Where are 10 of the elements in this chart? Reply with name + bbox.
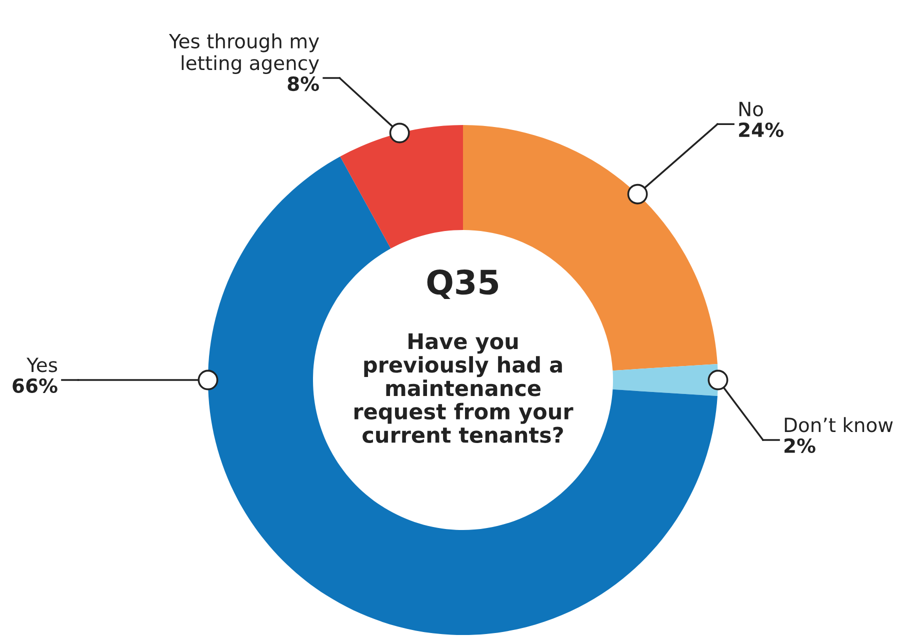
slice-label: Don’t know [784, 417, 893, 432]
slice-label: Yes through my letting agency [168, 33, 320, 74]
data-label: 8% [288, 76, 319, 92]
data-label: 66% [12, 378, 58, 394]
data-label: 2% [784, 438, 816, 454]
slice-label: Yes [26, 358, 58, 372]
data-label: 24% [739, 122, 784, 138]
slice-label: No [739, 102, 763, 116]
text: Q35 [427, 269, 498, 300]
text: Have you previously had a maintenance request from your current tenants? [354, 333, 574, 443]
